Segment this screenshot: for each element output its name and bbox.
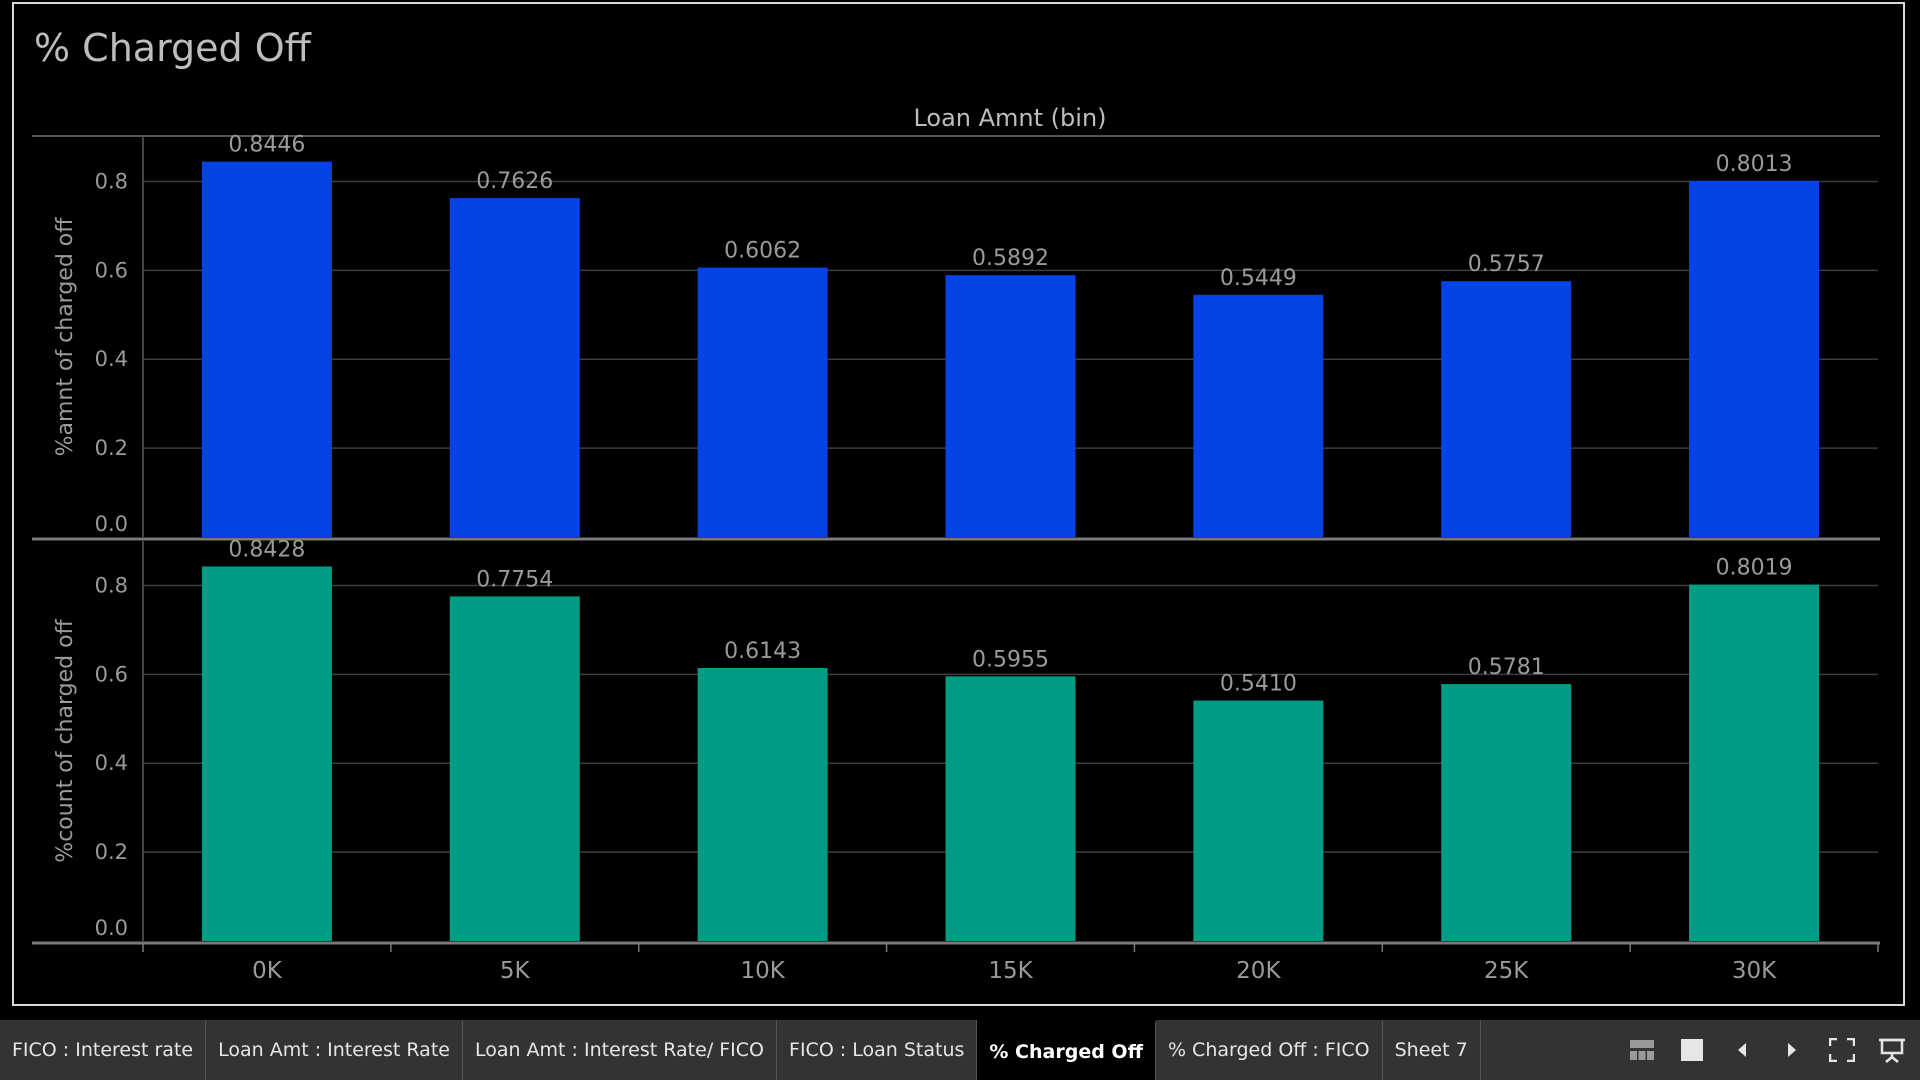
data-label: 0.6143 [724, 639, 801, 664]
bar-15k [945, 275, 1076, 537]
column-header: Loan Amnt (bin) [913, 104, 1106, 132]
x-tick-label: 25K [1484, 958, 1529, 984]
sheet-title: % Charged Off [34, 26, 311, 70]
y-tick-label: 0.2 [95, 436, 128, 460]
view-controls [1628, 1020, 1906, 1080]
single-view-icon[interactable] [1678, 1036, 1706, 1064]
x-tick-label: 20K [1236, 958, 1281, 984]
bar-15k [945, 676, 1076, 941]
y-tick-label: 0.0 [95, 512, 128, 536]
y-tick-label: 0.0 [95, 916, 128, 940]
tab-fico-interest-rate[interactable]: FICO : Interest rate [0, 1020, 207, 1080]
data-label: 0.5449 [1220, 266, 1297, 291]
bar-30k [1689, 180, 1820, 537]
x-tick-label: 5K [500, 958, 531, 984]
bar-5k [449, 596, 580, 941]
data-label: 0.6062 [724, 239, 801, 264]
next-sheet-icon[interactable] [1778, 1036, 1806, 1064]
presentation-mode-icon[interactable] [1878, 1036, 1906, 1064]
x-tick-label: 10K [740, 958, 785, 984]
bar-25k [1441, 281, 1572, 537]
tab-loan-amt-interest-rate-fico[interactable]: Loan Amt : Interest Rate/ FICO [463, 1020, 778, 1080]
x-tick-label: 30K [1732, 958, 1777, 984]
x-tick-label: 15K [988, 958, 1033, 984]
data-label: 0.5757 [1468, 252, 1545, 277]
bar-30k [1689, 584, 1820, 941]
tab-sheet-7[interactable]: Sheet 7 [1383, 1020, 1481, 1080]
bar-25k [1441, 684, 1572, 941]
bar-0k [201, 161, 332, 537]
bar-5k [449, 198, 580, 538]
sheet-tab-bar: FICO : Interest rate Loan Amt : Interest… [0, 1020, 1920, 1080]
y-tick-label: 0.2 [95, 840, 128, 864]
bar-chart: Loan Amnt (bin) 0.0 0.2 0.4 0.6 0.8 %amnt of c… [32, 104, 1880, 984]
data-label: 0.5955 [972, 647, 1049, 672]
y-tick-label: 0.4 [95, 347, 128, 371]
fullscreen-icon[interactable] [1828, 1036, 1856, 1064]
prev-sheet-icon[interactable] [1728, 1036, 1756, 1064]
tab-loan-amt-interest-rate[interactable]: Loan Amt : Interest Rate [206, 1020, 463, 1080]
bar-10k [697, 267, 828, 537]
y-tick-label: 0.6 [95, 662, 128, 686]
tab-charged-off-fico[interactable]: % Charged Off : FICO [1156, 1020, 1383, 1080]
thumbnail-view-icon[interactable] [1628, 1036, 1656, 1064]
y-tick-label: 0.8 [95, 169, 128, 193]
y-tick-label: 0.4 [95, 751, 128, 775]
y-tick-label: 0.6 [95, 258, 128, 282]
y-axis-label: %count of charged off [53, 618, 78, 862]
data-label: 0.5892 [972, 246, 1049, 271]
tab-charged-off[interactable]: % Charged Off [977, 1020, 1156, 1080]
data-label: 0.8446 [228, 133, 305, 158]
y-axis-label: %amnt of charged off [53, 217, 78, 457]
dashboard-frame [12, 2, 1905, 1006]
bar-10k [697, 667, 828, 941]
data-label: 0.7626 [476, 169, 553, 194]
bar-20k [1193, 700, 1324, 941]
y-tick-label: 0.8 [95, 573, 128, 597]
data-label: 0.7754 [476, 567, 553, 592]
bar-0k [201, 566, 332, 941]
bar-20k [1193, 294, 1324, 537]
data-label: 0.8428 [228, 537, 305, 562]
x-tick-label: 0K [252, 958, 283, 984]
data-label: 0.8013 [1716, 152, 1793, 177]
data-label: 0.8019 [1716, 556, 1793, 581]
data-label: 0.5781 [1468, 655, 1545, 680]
tab-fico-loan-status[interactable]: FICO : Loan Status [777, 1020, 978, 1080]
data-label: 0.5410 [1220, 672, 1297, 697]
